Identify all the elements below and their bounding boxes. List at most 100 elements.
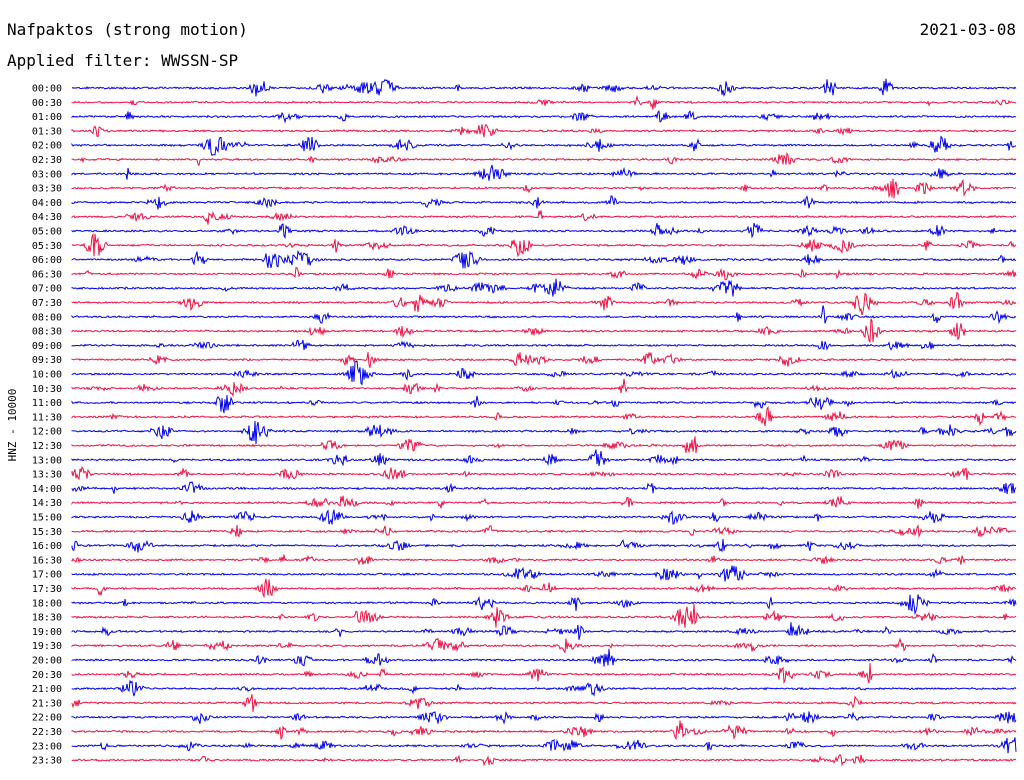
trace-line: [71, 679, 1017, 697]
row-time-label: 04:30: [32, 212, 62, 223]
station-title: Nafpaktos (strong motion): [7, 20, 248, 39]
row-time-label: 19:30: [32, 641, 62, 652]
row-time-label: 00:30: [32, 98, 62, 109]
trace-line: [71, 436, 1017, 454]
row-time-label: 23:30: [32, 756, 62, 767]
row-time-label: 15:00: [32, 513, 62, 524]
y-axis-label: HNZ - 10000: [6, 389, 19, 462]
trace-line: [71, 164, 1017, 181]
trace-line: [71, 538, 1017, 553]
row-time-label: 19:00: [32, 627, 62, 638]
trace-line: [71, 222, 1017, 240]
trace-line: [71, 622, 1017, 640]
trace-line: [71, 352, 1017, 368]
trace-line: [71, 753, 1017, 767]
trace-line: [71, 305, 1017, 325]
trace-line: [71, 339, 1017, 351]
row-time-label: 11:30: [32, 412, 62, 423]
row-time-label: 22:00: [32, 713, 62, 724]
trace-line: [71, 565, 1017, 582]
row-time-label: 06:00: [32, 255, 62, 266]
row-time-label: 07:30: [32, 298, 62, 309]
row-time-label: 10:30: [32, 384, 62, 395]
trace-line: [71, 711, 1017, 725]
row-time-label: 06:30: [32, 269, 62, 280]
trace-line: [71, 465, 1017, 481]
trace-line: [71, 210, 1017, 225]
row-time-label: 04:00: [32, 198, 62, 209]
row-time-label: 05:00: [32, 227, 62, 238]
row-time-label: 16:00: [32, 541, 62, 552]
trace-line: [71, 249, 1017, 269]
trace-line: [71, 195, 1017, 210]
trace-line: [71, 720, 1017, 741]
row-time-label: 17:30: [32, 584, 62, 595]
trace-line: [71, 509, 1017, 525]
row-time-label: 21:00: [32, 684, 62, 695]
row-time-label: 08:30: [32, 327, 62, 338]
trace-line: [71, 395, 1016, 414]
row-time-label: 18:00: [32, 598, 62, 609]
trace-line: [71, 94, 1016, 110]
trace-line: [71, 737, 1017, 754]
trace-line: [71, 663, 1017, 685]
row-time-label: 03:30: [32, 184, 62, 195]
trace-rows: 00:00 00:30 01:00 01:30 02:00 02:30 03:00 03:30…: [32, 78, 1017, 767]
row-time-label: 12:30: [32, 441, 62, 452]
trace-line: [71, 78, 1017, 97]
trace-line: [71, 648, 1017, 667]
trace-line: [71, 232, 1017, 258]
trace-line: [71, 603, 1017, 628]
trace-line: [71, 135, 1017, 157]
row-time-label: 00:00: [32, 84, 62, 95]
row-time-label: 05:30: [32, 241, 62, 252]
row-time-label: 08:00: [32, 312, 62, 323]
trace-line: [71, 495, 1017, 509]
row-time-label: 11:00: [32, 398, 62, 409]
row-time-label: 07:00: [32, 284, 62, 295]
row-time-label: 10:00: [32, 370, 62, 381]
row-time-label: 18:30: [32, 613, 62, 624]
trace-line: [71, 278, 1017, 297]
trace-line: [71, 481, 1017, 495]
row-time-label: 02:30: [32, 155, 62, 166]
row-time-label: 12:00: [32, 427, 62, 438]
row-time-label: 15:30: [32, 527, 62, 538]
trace-line: [71, 405, 1016, 427]
row-time-label: 01:30: [32, 126, 62, 137]
trace-line: [71, 578, 1017, 599]
row-time-label: 09:00: [32, 341, 62, 352]
trace-line: [71, 318, 1017, 343]
row-time-label: 13:30: [32, 470, 62, 481]
row-time-label: 09:30: [32, 355, 62, 366]
row-time-label: 01:00: [32, 112, 62, 123]
trace-line: [71, 291, 1017, 316]
row-time-label: 23:00: [32, 741, 62, 752]
row-time-label: 14:30: [32, 498, 62, 509]
row-time-label: 20:30: [32, 670, 62, 681]
trace-line: [71, 524, 1017, 538]
trace-line: [71, 178, 1017, 199]
row-time-label: 02:00: [32, 141, 62, 152]
trace-line: [71, 123, 1016, 138]
row-time-label: 03:00: [32, 169, 62, 180]
trace-line: [71, 360, 1017, 386]
trace-line: [71, 420, 1017, 445]
row-time-label: 16:30: [32, 555, 62, 566]
date-label: 2021-03-08: [920, 20, 1016, 39]
trace-line: [71, 694, 1017, 712]
trace-line: [71, 449, 1016, 467]
row-time-label: 13:00: [32, 455, 62, 466]
row-time-label: 21:30: [32, 698, 62, 709]
row-time-label: 14:00: [32, 484, 62, 495]
trace-line: [71, 378, 1017, 398]
trace-line: [71, 266, 1017, 281]
row-time-label: 22:30: [32, 727, 62, 738]
row-time-label: 17:00: [32, 570, 62, 581]
filter-label: Applied filter: WWSSN-SP: [7, 51, 238, 70]
trace-line: [71, 637, 1017, 654]
trace-line: [71, 151, 1017, 167]
trace-line: [71, 110, 1017, 124]
trace-line: [71, 554, 1017, 566]
